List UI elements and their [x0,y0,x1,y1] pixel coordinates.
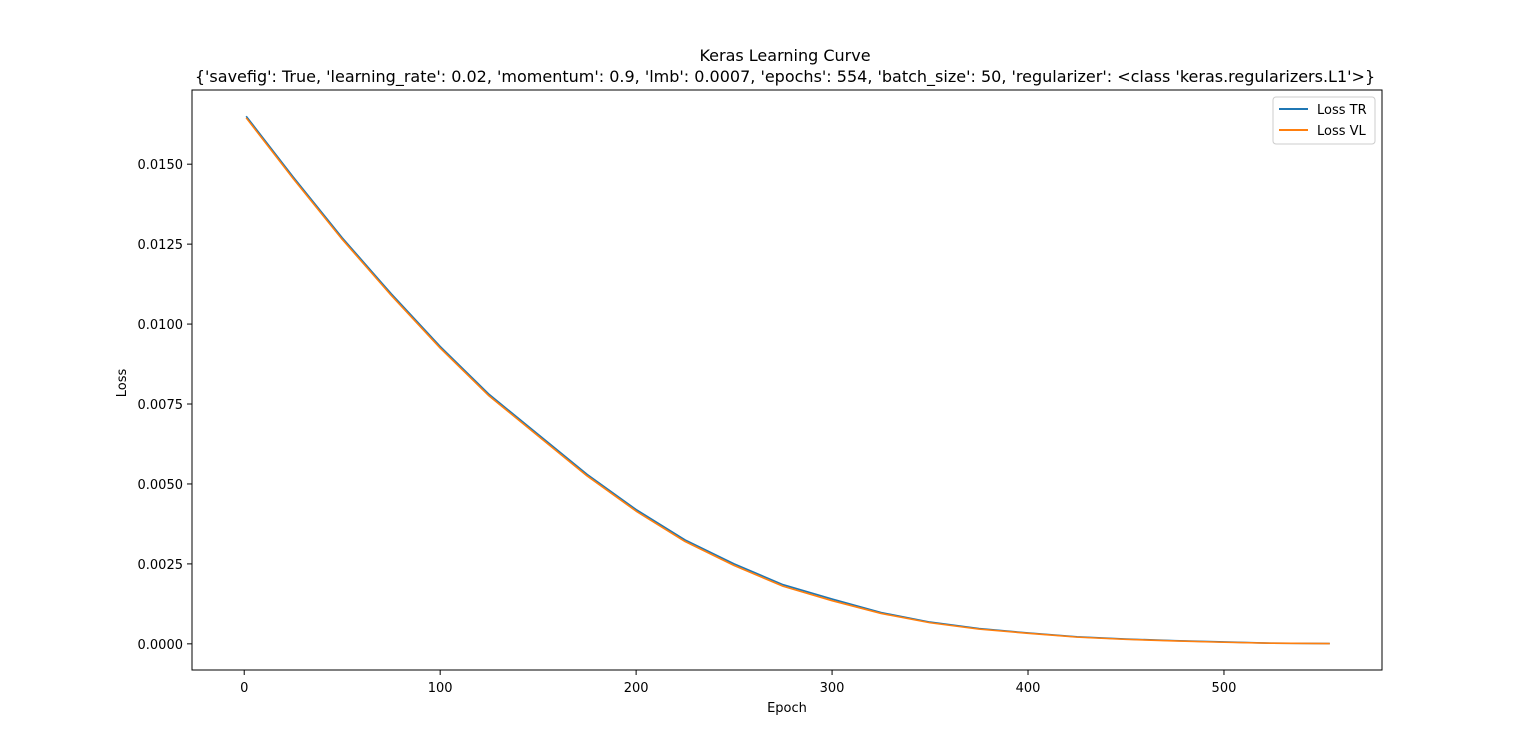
x-tick-label: 200 [624,681,649,696]
y-tick-label: 0.0025 [138,558,184,573]
y-tick-label: 0.0000 [138,638,184,653]
y-tick-label: 0.0075 [138,398,184,413]
plot-area [192,90,1382,670]
legend-label-loss-vl: Loss VL [1317,124,1367,139]
series-line-loss-vl [245,117,1330,645]
y-tick-label: 0.0150 [138,158,184,173]
x-tick-label: 300 [820,681,845,696]
x-tick-label: 0 [240,681,248,696]
x-axis-ticks: 0 100 200 300 400 500 [240,670,1236,696]
y-tick-label: 0.0125 [138,238,184,253]
x-tick-label: 500 [1212,681,1237,696]
legend-label-loss-tr: Loss TR [1317,103,1367,118]
x-tick-label: 100 [428,681,453,696]
legend: Loss TR Loss VL [1272,96,1376,145]
x-tick-label: 400 [1016,681,1041,696]
y-axis-ticks: 0.0000 0.0025 0.0050 0.0075 0.0100 0.0125 0.01… [138,158,192,653]
plot-border [191,89,1383,671]
series-layer [245,115,1330,645]
y-axis-label: Loss [115,369,130,398]
chart-title: Keras Learning Curve [699,46,870,65]
x-axis-label: Epoch [767,701,807,716]
chart-subtitle: {'savefig': True, 'learning_rate': 0.02,… [195,67,1375,87]
y-tick-label: 0.0050 [138,478,184,493]
y-tick-label: 0.0100 [138,318,184,333]
